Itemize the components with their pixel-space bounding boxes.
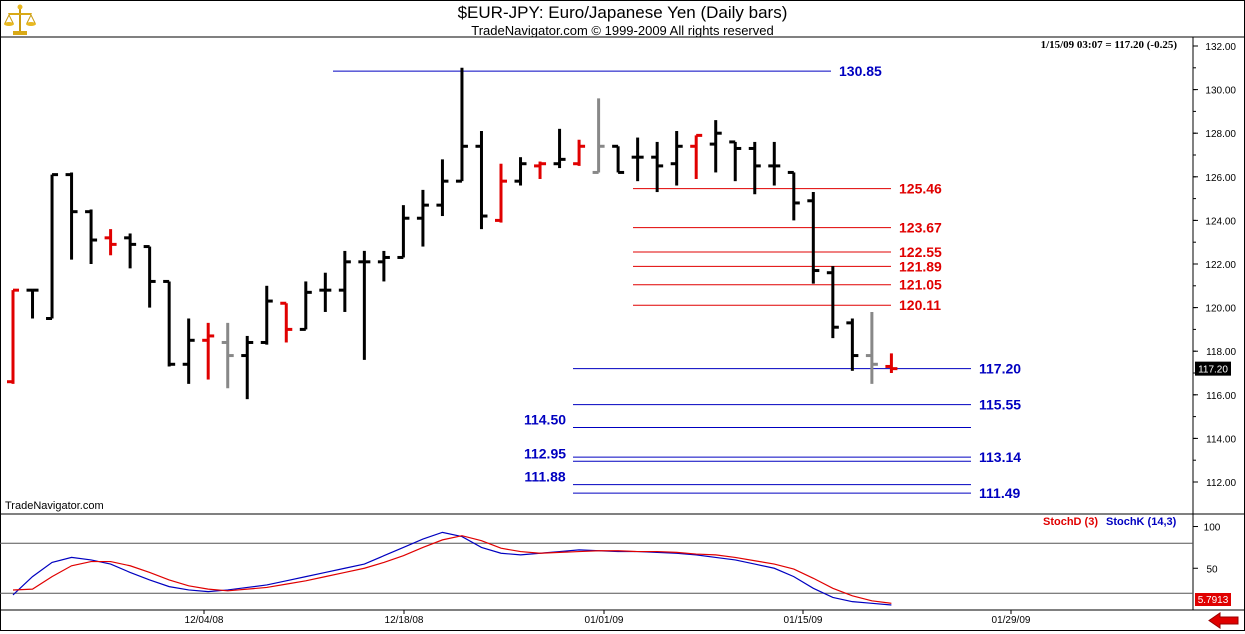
ohlc-bar [709, 120, 722, 173]
ohlc-bar [573, 139, 586, 166]
ohlc-bar [299, 281, 312, 331]
level-label: 121.89 [899, 258, 942, 274]
ohlc-bar [85, 209, 98, 264]
level-label: 113.14 [979, 449, 1021, 465]
ohlc-bar [358, 250, 371, 360]
ohlc-bar [631, 137, 644, 182]
ohlc-bar [280, 301, 293, 343]
price-tick-label: 124.00 [1205, 216, 1236, 227]
ohlc-bar [846, 318, 859, 371]
ohlc-bar [319, 272, 332, 312]
price-tick-label: 128.00 [1205, 129, 1236, 140]
stoch-current-label: 5.7913 [1198, 595, 1229, 606]
level-label: 111.49 [979, 485, 1020, 501]
level-label: 111.88 [524, 469, 565, 485]
ohlc-bar [436, 159, 449, 217]
price-axis: 132.00 130.00 128.00 126.00 124.00 122.00 120.… [0, 36, 1245, 611]
ohlc-bar [768, 141, 781, 186]
ohlc-bar [729, 140, 742, 182]
level-label: 117.20 [979, 361, 1021, 377]
stoch-line [12, 535, 892, 604]
date-axis: 12/04/08 12/18/08 01/01/09 01/15/09 01/29/09 [185, 610, 1031, 626]
level-label: 120.11 [899, 297, 941, 313]
current-price-label: 117.20 [1198, 365, 1228, 376]
stoch-tick-label: 100 [1204, 523, 1221, 534]
brand-label: TradeNavigator.com [5, 500, 104, 512]
stoch-current-box [1195, 593, 1231, 606]
ohlc-bar [182, 318, 195, 384]
ohlc-bar [514, 157, 527, 186]
chart-subtitle: TradeNavigator.com © 1999-2009 All right… [471, 23, 774, 38]
legend-stoch-d: StochD (3) [1043, 516, 1098, 528]
ohlc-bar [143, 245, 156, 308]
ohlc-bar [495, 163, 507, 223]
ohlc-bar [826, 266, 839, 339]
ohlc-bar [26, 288, 39, 319]
price-tick-label: 122.00 [1205, 260, 1236, 271]
ohlc-bar [163, 279, 176, 367]
left-arrow-icon[interactable] [1208, 612, 1240, 629]
ohlc-bar [748, 141, 761, 195]
level-label: 114.50 [524, 412, 566, 428]
level-label: 112.95 [524, 445, 566, 461]
ohlc-bar [260, 285, 273, 345]
price-tick-label: 130.00 [1205, 86, 1236, 97]
ohlc-bar [241, 335, 254, 400]
ohlc-bar [377, 250, 390, 282]
stoch-line [12, 531, 892, 606]
price-tick-label: 112.00 [1206, 478, 1236, 489]
level-label: 122.55 [899, 244, 942, 260]
current-price-box [1195, 361, 1231, 376]
ohlc-bar [397, 205, 410, 259]
stochastic-panel: 100 50 5.7913 [0, 523, 1231, 606]
price-bars [7, 67, 898, 400]
gold-scale-icon [4, 3, 36, 37]
quote-readout: 1/15/09 03:07 = 117.20 (-0.25) [1040, 39, 1177, 51]
date-tick-label: 01/15/09 [784, 615, 823, 626]
level-label: 125.46 [899, 181, 942, 197]
level-label: 115.55 [979, 397, 1021, 413]
stoch-tick-label: 50 [1206, 564, 1218, 575]
ohlc-bar [553, 128, 566, 169]
price-tick-label: 116.00 [1206, 391, 1236, 402]
legend-stoch-k: StochK (14,3) [1106, 516, 1177, 528]
price-tick-label: 114.00 [1206, 434, 1236, 445]
ohlc-bar [651, 141, 664, 193]
level-label: 130.85 [839, 63, 882, 79]
ohlc-bar [612, 144, 625, 174]
ohlc-bar [690, 133, 703, 179]
price-tick-label: 120.00 [1205, 304, 1236, 315]
ohlc-bar [65, 172, 78, 260]
date-tick-label: 01/01/09 [585, 615, 624, 626]
ohlc-bar [221, 322, 234, 389]
ohlc-bar [202, 322, 215, 380]
ohlc-bar [416, 189, 429, 247]
ohlc-bar [475, 131, 488, 230]
ohlc-bar [592, 98, 605, 174]
ohlc-bar [534, 161, 547, 179]
level-label: 121.05 [899, 277, 942, 293]
price-tick-label: 126.00 [1205, 173, 1236, 184]
ohlc-bar [885, 353, 898, 373]
level-label: 123.67 [899, 220, 942, 236]
price-tick-label: 118.00 [1206, 347, 1236, 358]
ohlc-bar [104, 229, 117, 256]
ohlc-bar [338, 250, 351, 312]
ohlc-bar [7, 288, 19, 384]
date-tick-label: 01/29/09 [992, 615, 1031, 626]
price-tick-label: 132.00 [1205, 42, 1236, 53]
ohlc-bar [46, 173, 59, 320]
ohlc-bar [670, 131, 683, 186]
ohlc-bar [455, 67, 468, 183]
ohlc-bar [807, 192, 820, 284]
ohlc-bar [787, 170, 800, 221]
date-tick-label: 12/04/08 [185, 615, 224, 626]
ohlc-bar [865, 311, 878, 384]
date-tick-label: 12/18/08 [385, 615, 424, 626]
chart-title: $EUR-JPY: Euro/Japanese Yen (Daily bars) [457, 3, 788, 22]
ohlc-bar [124, 233, 137, 269]
